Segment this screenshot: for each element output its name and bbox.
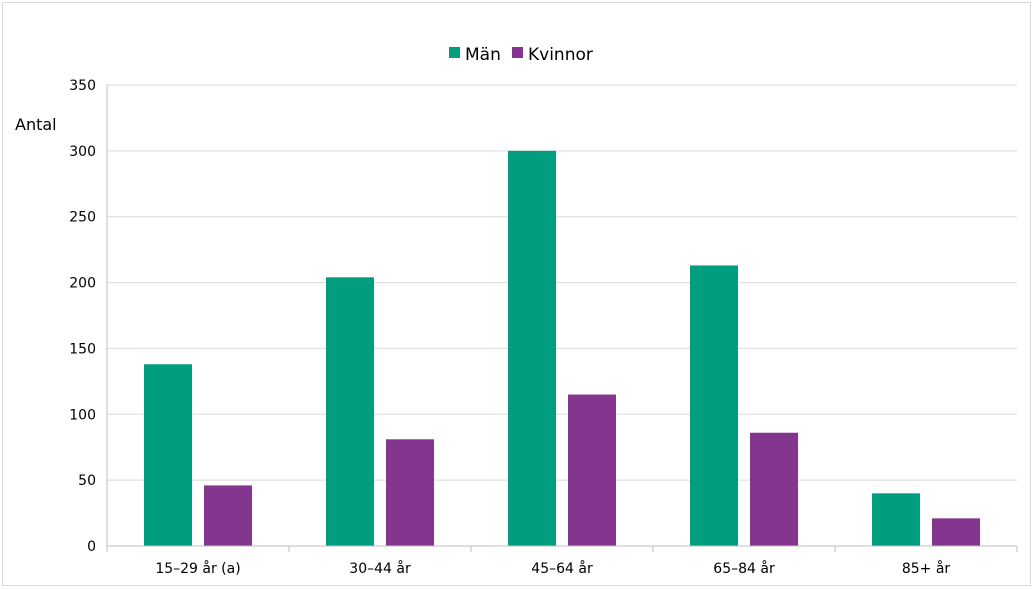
legend-label-1: Kvinnor [528,45,593,65]
bar-kvinnor-4 [932,518,980,546]
legend: Män Kvinnor [449,45,593,65]
x-tick-label: 15–29 år (a) [155,560,240,577]
y-tick-label: 250 [69,210,96,226]
y-tick-label: 350 [69,78,96,94]
x-tick-label: 30–44 år [349,560,411,577]
bar-kvinnor-1 [386,439,434,546]
bars [144,150,980,546]
y-tick-label: 300 [69,144,96,160]
y-tick-label: 0 [87,539,96,555]
x-tick-label: 65–84 år [713,560,775,577]
bar-kvinnor-3 [750,432,798,546]
legend-label-0: Män [465,45,501,65]
bar-kvinnor-0 [204,485,252,546]
bar-man-4 [872,493,920,546]
bar-kvinnor-2 [568,394,616,546]
x-tick-label: 85+ år [902,560,951,577]
y-tick-labels: 0 50 100 150 200 250 300 350 [69,78,96,555]
legend-swatch-1 [512,47,523,58]
bar-man-3 [690,265,738,546]
bar-man-2 [508,150,556,546]
y-tick-label: 200 [69,276,96,292]
legend-swatch-0 [449,47,460,58]
bar-man-1 [326,277,374,546]
bar-man-0 [144,364,192,546]
x-tick-label: 45–64 år [531,560,593,577]
y-axis-label: Antal [15,115,57,134]
gridlines [107,84,1017,481]
y-tick-label: 150 [69,341,96,357]
axes [106,85,1017,547]
y-tick-label: 100 [69,407,96,423]
y-tick-label: 50 [78,473,96,489]
x-tick-labels: 15–29 år (a) 30–44 år 45–64 år 65–84 år 85+ … [106,546,1018,577]
